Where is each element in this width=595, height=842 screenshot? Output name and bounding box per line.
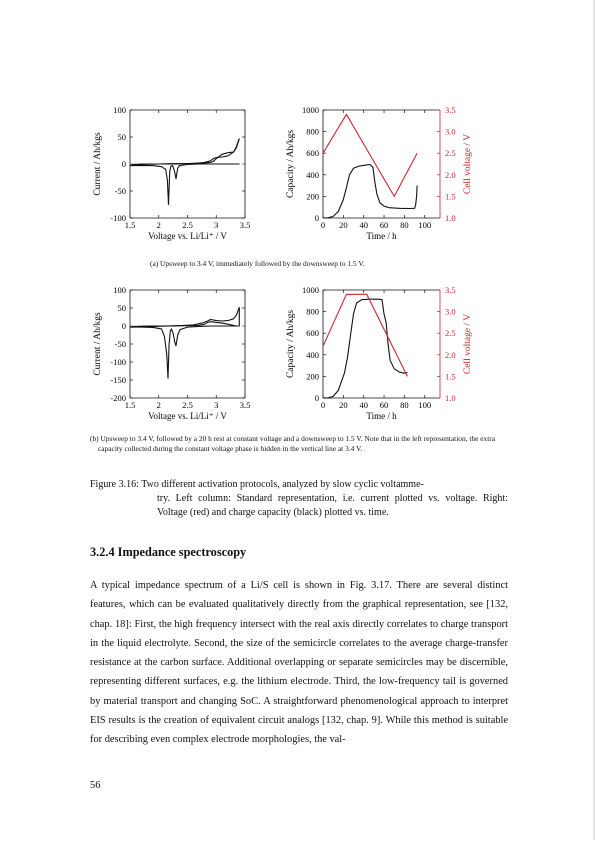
x-tick-label: 100	[418, 400, 431, 410]
chart-b-capacity-time: 0 20 40 60 80 100 1000 800 600 400 200 0 3.5 3.0 2.5 2.…	[286, 285, 473, 421]
y-tick-label: -50	[115, 339, 126, 349]
x-tick-label: 2	[157, 400, 161, 410]
x-axis-label: Time / h	[366, 411, 397, 421]
y2-axis-label: Cell voltage / V	[463, 314, 473, 374]
series-line-2	[129, 138, 240, 167]
y-tick-label: 800	[306, 127, 319, 137]
y-tick-label: 0	[315, 393, 319, 403]
y2-axis-label: Cell voltage / V	[463, 134, 473, 194]
y2-tick-label: 2.5	[445, 148, 456, 158]
x-tick-label: 3	[214, 220, 218, 230]
y2-tick-label: 1.5	[445, 371, 456, 381]
y-tick-label: 0	[122, 159, 126, 169]
y2-tick-label: 1.5	[445, 191, 456, 201]
voltage-series-line	[322, 293, 408, 377]
y-tick-label: -100	[110, 357, 126, 367]
subcaption-b-text: (b) Upsweep to 3.4 V, followed by a 20 h…	[90, 434, 496, 453]
y-tick-label: 50	[118, 303, 127, 313]
x-tick-label: 80	[400, 220, 409, 230]
series-line-3	[129, 138, 240, 167]
y-tick-label: 800	[306, 307, 319, 317]
y2-tick-label: 1.0	[445, 213, 456, 223]
x-tick-label: 3	[214, 400, 218, 410]
y-axis-label: Current / Ah/kgs	[93, 132, 103, 196]
page-number: 56	[90, 780, 101, 791]
y-tick-label: -50	[115, 186, 126, 196]
x-tick-label: 1.5	[125, 400, 136, 410]
chart-b-current-voltage: 1.5 2 2.5 3 3.5 100 50 0 -50 -100 -150 -200 Voltage …	[93, 285, 251, 421]
y-tick-label: 100	[113, 105, 126, 115]
x-tick-label: 20	[339, 400, 348, 410]
y-tick-label: 1000	[302, 285, 319, 295]
y-axis-label: Current / Ah/kgs	[93, 312, 103, 376]
y-tick-label: 600	[306, 328, 319, 338]
x-tick-label: 80	[400, 400, 409, 410]
x-tick-label: 2.5	[182, 220, 193, 230]
x-tick-label: 3.5	[240, 400, 251, 410]
y2-tick-label: 3.5	[445, 285, 456, 295]
x-tick-label: 20	[339, 220, 348, 230]
figure-caption-lead: Figure 3.16: Two different activation pr…	[90, 479, 424, 490]
y-tick-label: 600	[306, 148, 319, 158]
y2-tick-label: 3.5	[445, 105, 456, 115]
subcaption-a: (a) Upsweep to 3.4 V, immediately follow…	[150, 259, 365, 268]
x-axis-label: Voltage vs. Li/Li⁺ / V	[148, 411, 227, 421]
series-line-1	[322, 163, 418, 219]
figure-caption-rest: try. Left column: Standard representatio…	[157, 493, 508, 518]
y2-tick-label: 1.0	[445, 393, 456, 403]
figure-caption: Figure 3.16: Two different activation pr…	[90, 478, 508, 520]
x-tick-label: 0	[321, 220, 325, 230]
series-line-1	[322, 298, 408, 399]
y-tick-label: -100	[110, 213, 126, 223]
series-line-1	[130, 325, 240, 379]
y-tick-label: 1000	[302, 105, 319, 115]
x-tick-label: 1.5	[125, 220, 136, 230]
section-heading: 3.2.4 Impedance spectroscopy	[90, 545, 247, 559]
x-axis-label: Voltage vs. Li/Li⁺ / V	[148, 231, 227, 241]
y-tick-label: 50	[118, 132, 127, 142]
y-tick-label: -200	[110, 393, 126, 403]
x-tick-label: 60	[380, 400, 389, 410]
x-tick-label: 60	[380, 220, 389, 230]
x-tick-label: 0	[321, 400, 325, 410]
y-tick-label: 400	[306, 170, 319, 180]
y2-tick-label: 3.0	[445, 307, 456, 317]
x-tick-label: 40	[359, 400, 368, 410]
x-tick-label: 2	[157, 220, 161, 230]
chart-a-capacity-time: 0 20 40 60 80 100 1000 800 600 400 200 0 3.5 3.0 2.5 2.…	[286, 105, 473, 241]
y-tick-label: 0	[122, 321, 126, 331]
x-tick-label: 3.5	[240, 220, 251, 230]
y-axis-label: Capacity / Ah/kgs	[286, 310, 296, 378]
series-line-1	[130, 163, 240, 206]
y2-tick-label: 2.0	[445, 170, 456, 180]
x-axis-label: Time / h	[366, 231, 397, 241]
body-paragraph: A typical impedance spectrum of a Li/S c…	[90, 580, 508, 746]
x-tick-label: 2.5	[182, 400, 193, 410]
y2-tick-label: 2.0	[445, 350, 456, 360]
subcaption-b: (b) Upsweep to 3.4 V, followed by a 20 h…	[90, 434, 510, 454]
y-axis-label: Capacity / Ah/kgs	[286, 130, 296, 198]
voltage-series-line	[322, 113, 418, 197]
y-tick-label: -150	[110, 375, 126, 385]
y-tick-label: 200	[306, 191, 319, 201]
y-tick-label: 200	[306, 371, 319, 381]
y-tick-label: 0	[315, 213, 319, 223]
y2-tick-label: 2.5	[445, 328, 456, 338]
series-line-2	[129, 307, 240, 328]
x-tick-label: 100	[418, 220, 431, 230]
series-line-3	[129, 307, 240, 328]
y-tick-label: 100	[113, 285, 126, 295]
x-tick-label: 40	[359, 220, 368, 230]
y-tick-label: 400	[306, 350, 319, 360]
chart-a-current-voltage: 1.5 2 2.5 3 3.5 100 50 0 -50 -100 Voltage vs. Li/L…	[93, 105, 251, 241]
y2-tick-label: 3.0	[445, 127, 456, 137]
